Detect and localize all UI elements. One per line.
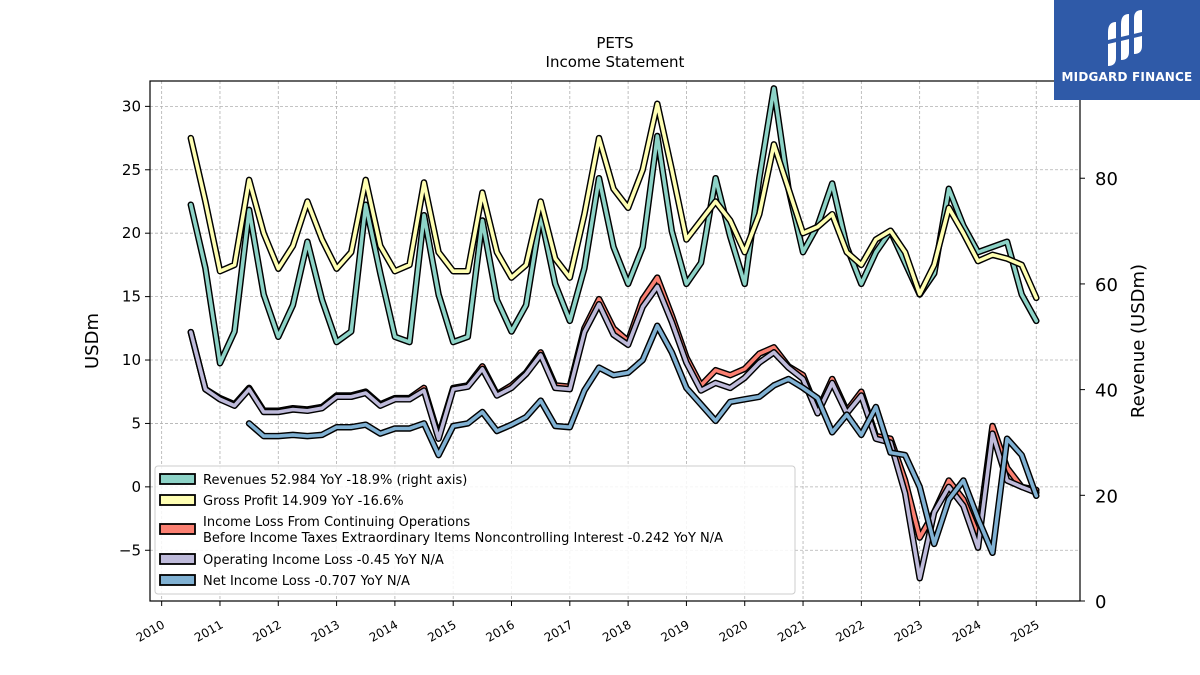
brand-name: MIDGARD FINANCE xyxy=(1061,70,1193,84)
legend-label-2: Income Loss From Continuing Operations xyxy=(203,515,470,530)
x-tick-label: 2015 xyxy=(425,617,458,644)
y-tick-label: 25 xyxy=(122,161,141,179)
legend-swatch-3 xyxy=(159,553,196,565)
m-icon xyxy=(1108,10,1142,66)
y-right-tick-label: 20 xyxy=(1095,486,1118,507)
legend-swatch-4 xyxy=(159,574,196,586)
series-layer xyxy=(187,85,1040,582)
legend-swatch-2 xyxy=(159,523,196,535)
y-axis-right-label: Revenue (USDm) xyxy=(1128,264,1149,418)
x-tick-label: 2024 xyxy=(950,617,983,644)
y-right-tick-label: 40 xyxy=(1095,381,1118,402)
legend-label-0: Revenues 52.984 YoY -18.9% (right axis) xyxy=(203,473,467,488)
legend-box xyxy=(154,465,796,595)
x-tick-label: 2025 xyxy=(1008,617,1041,644)
y-tick-label: 20 xyxy=(122,224,141,242)
series-3-line xyxy=(189,284,1039,581)
legend: Revenues 52.984 YoY -18.9% (right axis) G… xyxy=(154,465,796,595)
x-tick-label: 2010 xyxy=(134,617,167,644)
y-axis-left: −5 0 5 10 15 20 25 30 xyxy=(119,97,150,559)
x-tick-label: 2014 xyxy=(367,617,400,644)
x-tick-label: 2012 xyxy=(250,617,283,644)
plot-frame xyxy=(149,80,1081,602)
x-tick-label: 2017 xyxy=(542,617,575,644)
x-tick-label: 2020 xyxy=(717,617,750,644)
y-tick-label: 10 xyxy=(122,351,141,369)
x-axis: 2010 2011 2012 2013 2014 2015 2016 2017 2018 2019… xyxy=(134,601,1042,645)
legend-label-4: Net Income Loss -0.707 YoY N/A xyxy=(203,574,410,589)
legend-label-1: Gross Profit 14.909 YoY -16.6% xyxy=(203,494,404,509)
y-tick-label: 30 xyxy=(122,97,141,115)
y-tick-label: 5 xyxy=(131,414,141,432)
legend-label-2: Before Income Taxes Extraordinary Items … xyxy=(203,531,723,546)
midgard-finance-logo: MIDGARD FINANCE xyxy=(1054,0,1200,100)
legend-swatch-1 xyxy=(159,494,196,506)
x-tick-label: 2022 xyxy=(833,617,866,644)
x-tick-label: 2018 xyxy=(600,617,633,644)
chart-title: PETS xyxy=(596,34,633,52)
legend-swatch-0 xyxy=(159,473,196,485)
chart-subtitle: Income Statement xyxy=(546,53,685,71)
x-tick-label: 2011 xyxy=(192,617,225,644)
series-4-line xyxy=(247,323,1039,555)
x-tick-label: 2016 xyxy=(484,617,517,644)
x-tick-label: 2013 xyxy=(309,617,342,644)
y-tick-label: 15 xyxy=(122,288,141,306)
series-1-line xyxy=(189,102,1039,300)
y-right-tick-label: 80 xyxy=(1095,169,1118,190)
legend-label-3: Operating Income Loss -0.45 YoY N/A xyxy=(203,553,444,568)
x-tick-label: 2021 xyxy=(775,617,808,644)
y-right-tick-label: 60 xyxy=(1095,275,1118,296)
y-right-tick-label: 0 xyxy=(1095,592,1106,613)
y-tick-label: 0 xyxy=(131,478,141,496)
y-axis-label: USDm xyxy=(82,313,103,369)
x-tick-label: 2019 xyxy=(658,617,691,644)
x-tick-label: 2023 xyxy=(892,617,925,644)
y-tick-label: −5 xyxy=(119,541,141,559)
y-axis-right: 0 20 40 60 80 xyxy=(1080,169,1118,613)
